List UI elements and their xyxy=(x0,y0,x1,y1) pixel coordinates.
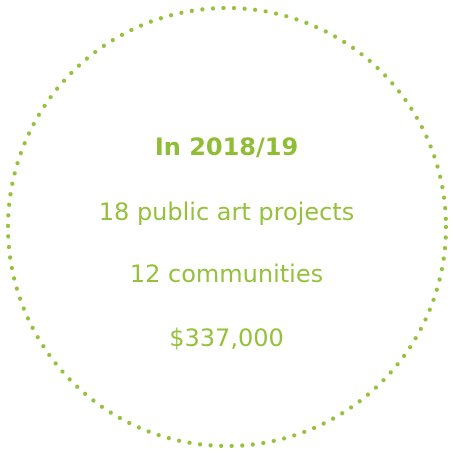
badge-heading: In 2018/19 xyxy=(154,133,299,161)
stat-public-art-projects: 18 public art projects xyxy=(98,198,355,226)
stat-funding-amount: $337,000 xyxy=(169,324,284,352)
stat-communities: 12 communities xyxy=(129,260,324,288)
